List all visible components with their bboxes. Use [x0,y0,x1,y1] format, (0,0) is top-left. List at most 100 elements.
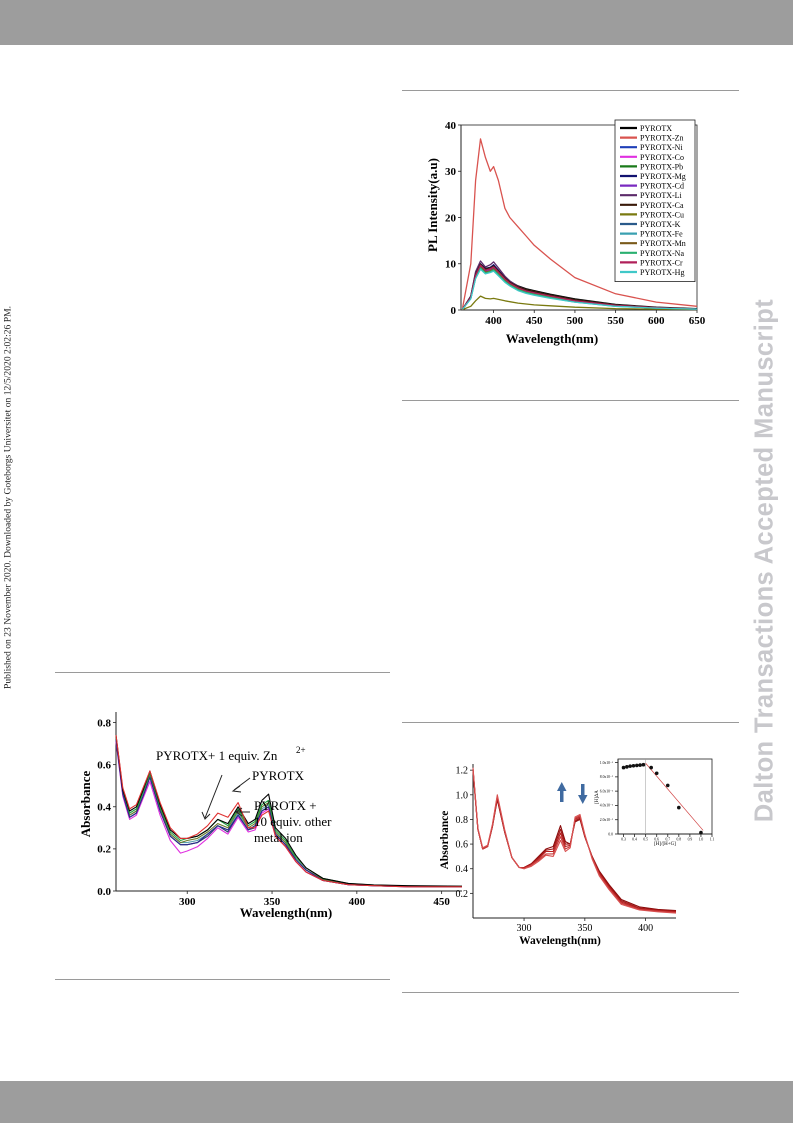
data-point [649,765,653,770]
annotation-zn-superscript: 2+ [296,745,306,755]
x-tick-label: 500 [567,315,584,327]
x-tick-label: 650 [689,315,706,327]
x-axis-label: Wavelength(nm) [519,935,601,947]
x-tick-label: 350 [264,896,281,908]
y-tick-label: 0.6 [97,759,111,771]
data-point [641,762,646,767]
y-tick-label: 0.4 [456,864,469,875]
legend-label: PYROTX-Na [640,249,684,258]
annotation-arrows [201,774,251,820]
y-tick-label: 1.0 [456,790,469,801]
legend-label: PYROTX-Hg [640,268,684,277]
annotation-other-2: 10 equiv. other [254,814,332,829]
legend-label: PYROTX [640,124,672,133]
y-axis-label: [H]ΔA [595,790,600,804]
x-tick-label: 1.1 [710,838,715,842]
top-banner [0,0,793,45]
annotation-other-3: metal ion [254,830,303,845]
figure-rule [55,672,390,673]
x-tick-label: 0.9 [688,838,693,842]
legend-label: PYROTX-Li [640,191,683,200]
up-arrow-icon [557,782,567,802]
x-tick-label: 0.7 [665,838,670,842]
y-tick-label: 0.4 [97,802,111,814]
data-point [625,765,629,769]
series-line [462,264,698,310]
series-line [462,295,698,311]
bottom-banner [0,1081,793,1123]
x-tick-label: 0.6 [654,838,659,842]
annotation-zn: PYROTX+ 1 equiv. Zn [156,748,278,763]
down-arrow-icon [578,784,588,804]
legend-label: PYROTX-Zn [640,134,684,143]
legend-label: PYROTX-Co [640,153,684,162]
x-tick-label: 600 [648,315,665,327]
x-tick-label: 1.0 [699,838,704,842]
x-axis-label: Wavelength(nm) [506,331,598,346]
series-line [462,268,698,310]
x-tick-label: 400 [349,896,366,908]
y-tick-label: 1.0x10⁻¹ [600,761,613,765]
y-tick-label: 0.0 [97,886,111,898]
data-point [635,763,639,768]
series-line [461,138,698,308]
y-tick-label: 0.2 [456,889,469,900]
legend-label: PYROTX-Cd [640,182,684,191]
data-point [677,805,681,810]
figure-rule [402,992,739,993]
figure-rule [402,400,739,401]
annotation-pyrotx: PYROTX [252,768,305,783]
x-tick-label: 300 [179,896,196,908]
y-tick-label: 2.0x10⁻² [600,818,614,822]
y-axis-label: Absorbance [439,811,451,870]
y-tick-label: 4.0x10⁻² [600,804,614,808]
x-tick-label: 550 [607,315,624,327]
data-point [665,783,670,788]
legend-label: PYROTX-Ni [640,143,683,152]
y-tick-label: 0 [451,305,457,317]
x-axis-label: [H]/[H+G] [654,842,676,847]
y-tick-label: 0.8 [456,815,469,826]
x-tick-label: 0.3 [621,838,626,842]
figure-rule [402,722,739,723]
legend-label: PYROTX-Ca [640,201,684,210]
y-tick-label: 0.2 [97,844,111,856]
figure-rule [402,90,739,91]
x-tick-label: 450 [433,896,450,908]
x-tick-label: 0.8 [677,838,682,842]
legend-label: PYROTX-Pb [640,162,683,171]
y-tick-label: 0.0 [608,832,613,836]
series-line [472,767,677,914]
legend-label: PYROTX-Fe [640,230,683,239]
data-point [628,764,632,768]
y-tick-label: 20 [445,212,457,224]
legend-label: PYROTX-Cr [640,258,683,267]
series-line [115,739,463,888]
plot-frame [617,758,713,835]
x-tick-label: 450 [526,315,543,327]
x-tick-label: 300 [517,923,532,934]
data-point [631,763,636,768]
y-tick-label: 6.0x10⁻² [600,789,614,793]
y-axis-label: Absorbance [78,771,93,838]
y-tick-label: 10 [445,259,457,271]
x-tick-label: 400 [485,315,502,327]
y-tick-label: 0.8 [97,717,111,729]
data-point [638,763,642,767]
x-tick-label: 0.4 [632,838,637,842]
x-tick-label: 400 [638,923,653,934]
y-tick-label: 8.0x10⁻² [600,775,614,779]
y-tick-label: 30 [445,166,457,178]
x-axis-label: Wavelength(nm) [240,905,332,920]
data-point [654,771,659,776]
legend-label: PYROTX-K [640,220,681,229]
series-line [115,735,462,888]
legend-label: PYROTX-Mn [640,239,686,248]
annotation-other-1: PYROTX + [254,798,317,813]
y-tick-label: 1.2 [456,766,469,777]
legend-label: PYROTX-Cu [640,210,684,219]
